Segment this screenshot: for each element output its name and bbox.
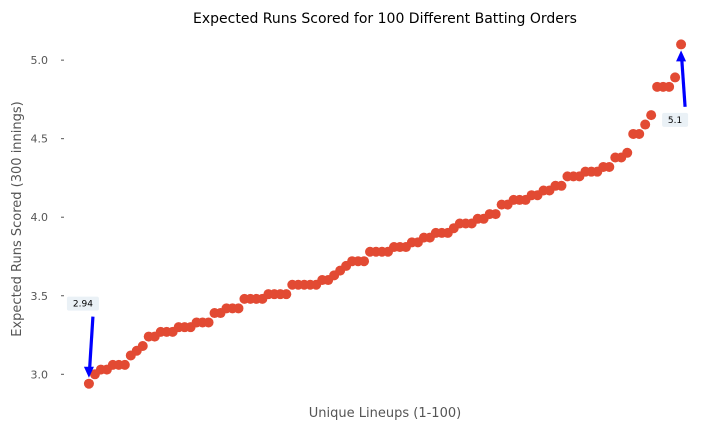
- data-point: [676, 39, 687, 50]
- y-tick-label: 3.0: [31, 368, 49, 381]
- data-point: [281, 289, 292, 300]
- annotation-arrow: [87, 316, 95, 372]
- data-point: [359, 256, 370, 267]
- annotation-label: 5.1: [668, 116, 682, 126]
- data-point: [670, 72, 681, 83]
- data-point: [490, 209, 501, 220]
- annotation: 5.1: [662, 50, 689, 127]
- y-axis-label: Expected Runs Scored (300 innings): [10, 101, 25, 336]
- y-axis-ticks: 3.0 3.5 4.0 4.5 5.0: [31, 54, 64, 381]
- data-point: [556, 180, 567, 191]
- data-point: [83, 378, 94, 389]
- data-point: [634, 128, 645, 139]
- annotations: 2.94 5.1: [66, 50, 689, 378]
- chart-title: Expected Runs Scored for 100 Different B…: [193, 11, 577, 27]
- data-point: [622, 147, 633, 158]
- annotation-label: 2.94: [73, 300, 93, 310]
- data-point: [233, 303, 244, 314]
- data-points: [83, 39, 687, 389]
- y-tick-label: 4.0: [31, 211, 49, 224]
- annotation-box: [662, 112, 689, 127]
- data-point: [604, 161, 615, 172]
- y-tick-label: 5.0: [31, 54, 49, 67]
- annotation-box: [66, 296, 99, 311]
- x-axis-label: Unique Lineups (1-100): [309, 406, 461, 421]
- arrow-head: [83, 366, 94, 378]
- data-point: [646, 110, 657, 121]
- arrow-head: [676, 50, 687, 62]
- data-point: [119, 359, 130, 370]
- data-point: [203, 317, 214, 328]
- annotation: 2.94: [66, 296, 99, 378]
- data-point: [137, 341, 148, 352]
- data-point: [640, 119, 651, 130]
- y-tick-label: 4.5: [31, 133, 49, 146]
- annotation-arrow: [679, 56, 687, 107]
- y-tick-label: 3.5: [31, 290, 49, 303]
- data-point: [664, 81, 675, 92]
